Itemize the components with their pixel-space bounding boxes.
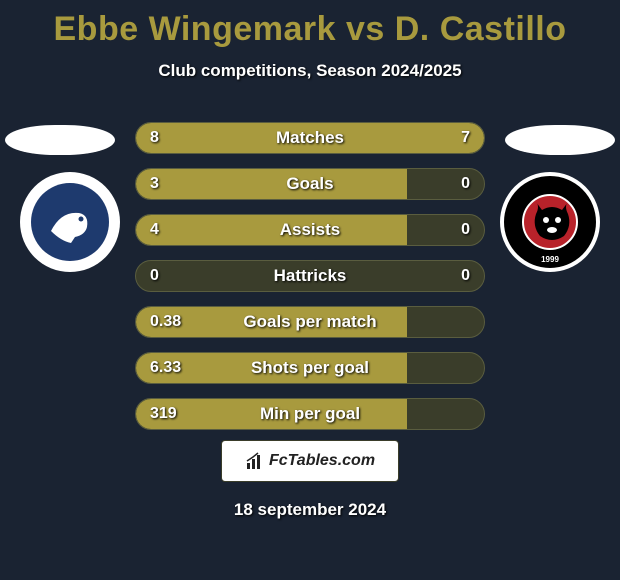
club-crest-left bbox=[31, 183, 109, 261]
stat-row-min-per-goal: 319 Min per goal bbox=[135, 398, 485, 430]
stat-value-right: 0 bbox=[461, 169, 470, 199]
stat-label: Goals per match bbox=[136, 307, 484, 337]
brand-link[interactable]: FcTables.com bbox=[221, 440, 399, 482]
stat-row-matches: 8 Matches 7 bbox=[135, 122, 485, 154]
stat-row-hattricks: 0 Hattricks 0 bbox=[135, 260, 485, 292]
club-logo-left bbox=[20, 172, 120, 272]
stat-label: Goals bbox=[136, 169, 484, 199]
brand-text: FcTables.com bbox=[269, 452, 375, 470]
country-flag-right bbox=[505, 125, 615, 155]
stat-value-right: 7 bbox=[461, 123, 470, 153]
stat-label: Assists bbox=[136, 215, 484, 245]
stat-row-goals: 3 Goals 0 bbox=[135, 168, 485, 200]
stat-row-goals-per-match: 0.38 Goals per match bbox=[135, 306, 485, 338]
club-crest-right bbox=[522, 194, 578, 250]
stat-label: Matches bbox=[136, 123, 484, 153]
season-subtitle: Club competitions, Season 2024/2025 bbox=[0, 61, 620, 81]
stat-label: Shots per goal bbox=[136, 353, 484, 383]
stat-value-right: 0 bbox=[461, 261, 470, 291]
club-logo-right: 1999 bbox=[500, 172, 600, 272]
comparison-title: Ebbe Wingemark vs D. Castillo bbox=[0, 0, 620, 49]
stat-row-assists: 4 Assists 0 bbox=[135, 214, 485, 246]
date-text: 18 september 2024 bbox=[0, 500, 620, 520]
brand-chart-icon bbox=[245, 451, 265, 471]
club-right-year: 1999 bbox=[504, 255, 596, 264]
stat-value-right: 0 bbox=[461, 215, 470, 245]
country-flag-left bbox=[5, 125, 115, 155]
stats-container: 8 Matches 7 3 Goals 0 4 Assists 0 0 Hatt… bbox=[135, 122, 485, 444]
stat-label: Hattricks bbox=[136, 261, 484, 291]
stat-row-shots-per-goal: 6.33 Shots per goal bbox=[135, 352, 485, 384]
stat-label: Min per goal bbox=[136, 399, 484, 429]
